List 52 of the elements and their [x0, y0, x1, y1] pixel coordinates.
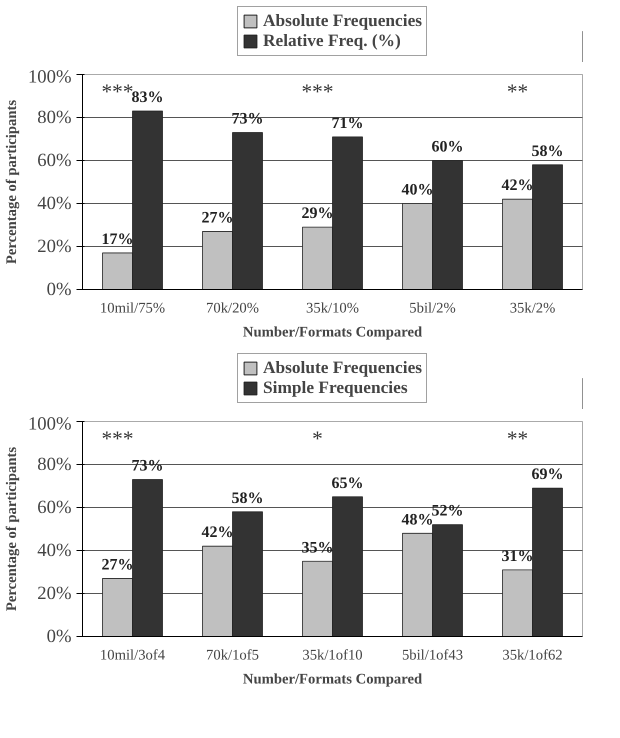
legend-label: Absolute Frequencies	[263, 358, 422, 378]
data-label: 42%	[202, 524, 234, 542]
legend-label: Relative Freq. (%)	[263, 31, 401, 51]
data-label: 48%	[402, 511, 434, 528]
data-label: 58%	[532, 142, 564, 160]
y-tick-label: 20%	[37, 583, 72, 604]
annotation: ***	[102, 426, 134, 451]
data-label: 60%	[432, 138, 464, 156]
y-tick-label: 100%	[28, 414, 72, 434]
x-tick-label: 35k/1of62	[502, 648, 563, 664]
data-label: 27%	[102, 556, 134, 574]
data-label: 52%	[432, 502, 464, 520]
data-label: 40%	[402, 182, 434, 198]
data-label: 71%	[332, 114, 364, 132]
data-label: 17%	[102, 230, 134, 248]
x-axis-title: Number/Formats Compared	[242, 672, 422, 688]
x-tick-label: 35k/2%	[510, 300, 556, 316]
annotation: **	[506, 426, 528, 451]
data-label: 58%	[232, 490, 264, 507]
x-tick-label: 5bil/2%	[409, 300, 456, 316]
x-tick-label: 5bil/1of43	[402, 648, 464, 664]
annotation: ***	[302, 80, 334, 104]
legend-label: Absolute Frequencies	[263, 11, 422, 31]
x-tick-label: 10mil/75%	[100, 300, 166, 316]
y-tick-label: 0%	[46, 626, 72, 647]
x-tick-label: 35k/1of10	[302, 648, 363, 664]
x-axis-title: Number/Formats Compared	[242, 324, 422, 340]
y-tick-label: 40%	[37, 540, 72, 561]
data-label: 42%	[502, 177, 534, 194]
annotation: **	[506, 80, 528, 104]
y-tick-label: 80%	[37, 454, 72, 475]
y-tick-label: 100%	[28, 66, 72, 88]
data-label: 65%	[332, 474, 364, 492]
legend-label: Simple Frequencies	[263, 378, 408, 398]
x-tick-label: 70k/20%	[206, 300, 259, 316]
x-tick-label: 70k/1of5	[206, 648, 259, 664]
annotation: *	[312, 426, 323, 451]
y-tick-label: 40%	[37, 193, 72, 214]
data-label: 83%	[132, 89, 164, 106]
y-tick-label: 60%	[37, 497, 72, 518]
x-tick-label: 35k/10%	[306, 300, 359, 316]
data-label: 29%	[302, 205, 334, 222]
y-tick-label: 60%	[37, 150, 72, 171]
data-label: 27%	[202, 209, 234, 226]
y-tick-label: 80%	[37, 107, 72, 128]
y-axis-title: Percentage of participants	[4, 100, 20, 264]
data-label: 69%	[532, 466, 564, 484]
y-tick-label: 0%	[46, 279, 72, 300]
y-tick-label: 20%	[37, 236, 72, 257]
x-tick-label: 10mil/3of4	[100, 648, 166, 664]
y-axis-title: Percentage of participants	[4, 446, 20, 612]
data-label: 31%	[502, 548, 534, 565]
